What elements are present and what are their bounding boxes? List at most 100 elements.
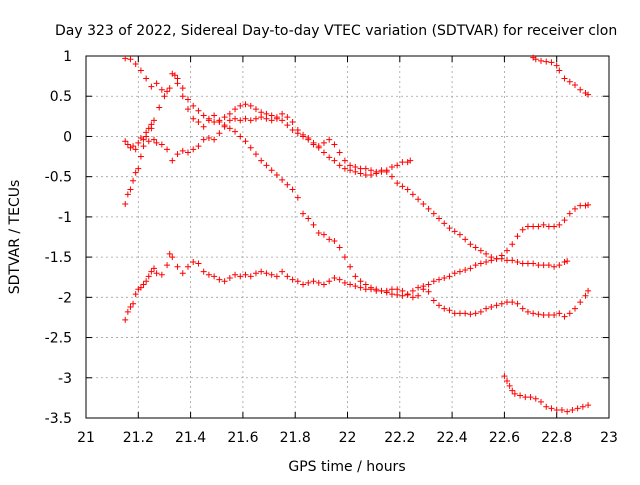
data-point (122, 138, 129, 145)
data-point (483, 305, 490, 312)
data-point (488, 257, 495, 264)
data-point (388, 164, 395, 171)
data-point (237, 102, 244, 109)
data-point (388, 173, 395, 180)
data-point (378, 167, 385, 174)
data-point (242, 138, 249, 145)
data-point (501, 373, 508, 380)
data-point (535, 262, 542, 269)
data-point (441, 275, 448, 282)
data-point (577, 202, 584, 209)
data-point (184, 106, 191, 113)
data-point (446, 225, 453, 232)
data-point (158, 141, 165, 148)
data-point (483, 250, 490, 257)
data-point (315, 143, 322, 150)
data-point (174, 263, 181, 270)
data-point (169, 254, 176, 261)
data-point (153, 270, 160, 277)
data-point (425, 288, 432, 295)
data-point (124, 308, 131, 315)
data-point (320, 281, 327, 288)
x-axis-label: GPS time / hours (288, 459, 405, 475)
data-point (545, 312, 552, 319)
x-tick-label: 21.8 (280, 430, 311, 446)
data-point (305, 136, 312, 143)
data-point (394, 180, 401, 187)
data-point (148, 83, 155, 90)
data-point (148, 268, 155, 275)
y-axis-label: SDTVAR / TECUs (7, 180, 23, 295)
data-point (184, 263, 191, 270)
data-point (326, 154, 333, 161)
data-point (456, 231, 463, 238)
data-point (315, 279, 322, 286)
data-point (477, 308, 484, 315)
data-point (404, 186, 411, 193)
data-point (279, 268, 286, 275)
data-point (310, 278, 317, 285)
data-point (158, 86, 165, 93)
data-point (200, 123, 207, 130)
data-point (564, 258, 571, 265)
data-point (326, 236, 333, 243)
data-point (331, 275, 338, 282)
data-point (524, 308, 531, 315)
data-point (130, 177, 137, 184)
data-point (551, 263, 558, 270)
data-point (300, 281, 307, 288)
data-point (145, 138, 152, 145)
data-point (577, 86, 584, 93)
data-point (166, 250, 173, 257)
data-point (153, 139, 160, 146)
data-point (284, 122, 291, 129)
data-point (237, 117, 244, 124)
data-point (540, 221, 547, 228)
data-point (538, 398, 545, 405)
data-point (237, 273, 244, 280)
data-point (373, 168, 380, 175)
data-point (436, 215, 443, 222)
data-point (561, 217, 568, 224)
data-point (551, 312, 558, 319)
data-point (127, 186, 134, 193)
data-point (184, 96, 191, 103)
data-point (532, 395, 539, 402)
data-point (258, 157, 265, 164)
data-point (569, 406, 576, 413)
data-point (174, 151, 181, 158)
data-point (143, 278, 150, 285)
data-point (483, 258, 490, 265)
data-point (352, 273, 359, 280)
data-point (415, 196, 422, 203)
data-point (258, 114, 265, 121)
data-point (320, 139, 327, 146)
data-point (420, 201, 427, 208)
data-point (122, 201, 129, 208)
data-point (530, 310, 537, 317)
data-point (543, 403, 550, 410)
data-point (347, 162, 354, 169)
data-point (357, 165, 364, 172)
data-point (394, 291, 401, 298)
data-point (509, 241, 516, 248)
data-point (232, 271, 239, 278)
data-point (524, 223, 531, 230)
data-point (409, 294, 416, 301)
data-point (451, 228, 458, 235)
data-point (190, 115, 197, 122)
data-point (320, 231, 327, 238)
data-point (279, 110, 286, 117)
data-point (553, 62, 560, 69)
data-point (164, 262, 171, 269)
data-point (310, 141, 317, 148)
data-point (517, 392, 524, 399)
data-point (305, 215, 312, 222)
data-point (326, 136, 333, 143)
data-point (543, 58, 550, 65)
data-point (362, 165, 369, 172)
data-point (472, 262, 479, 269)
data-point (216, 117, 223, 124)
x-tick-label: 22.6 (489, 430, 520, 446)
data-point (331, 238, 338, 245)
